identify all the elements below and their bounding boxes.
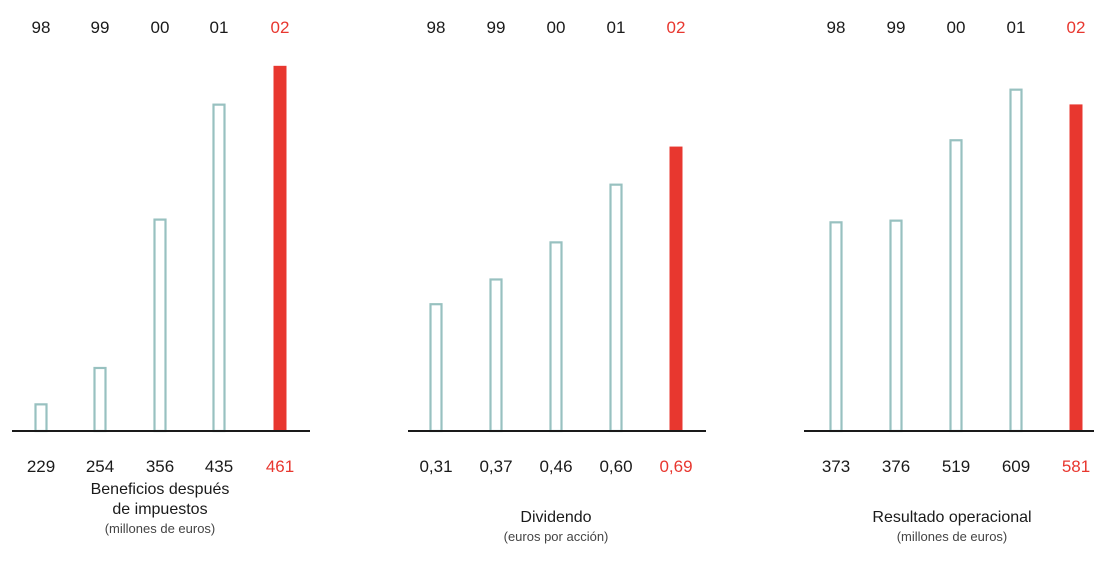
chart-1-value-label-00: 356 xyxy=(146,457,174,476)
chart-1-value-label-98: 229 xyxy=(27,457,55,476)
chart-2-year-label-00: 00 xyxy=(547,18,566,37)
chart-3-bar-01 xyxy=(1009,88,1023,433)
caption-2-title: Dividendo xyxy=(520,509,592,526)
chart-3-year-label-02: 02 xyxy=(1067,18,1086,37)
chart-2-bar-02 xyxy=(669,146,683,432)
chart-2-year-label-02: 02 xyxy=(667,18,686,37)
chart-1-year-label-98: 98 xyxy=(32,18,51,37)
chart-3-value-label-00: 519 xyxy=(942,457,970,476)
chart-3-year-label-98: 98 xyxy=(827,18,846,37)
caption-2-subtitle: (euros por acción) xyxy=(503,529,609,544)
chart-2-value-label-02: 0,69 xyxy=(659,457,692,476)
caption-1-title-line2: de impuestos xyxy=(112,501,208,518)
chart-1-bar-00 xyxy=(153,218,167,433)
chart-2-value-label-99: 0,37 xyxy=(479,457,512,476)
chart-2-value-label-98: 0,31 xyxy=(419,457,452,476)
chart-2-bar-01 xyxy=(609,183,623,433)
caption-3-title: Resultado operacional xyxy=(872,509,1032,526)
chart-3-value-label-02: 581 xyxy=(1062,457,1090,476)
caption-1-subtitle: (millones de euros) xyxy=(104,521,216,536)
caption-3-subtitle: (millones de euros) xyxy=(896,529,1008,544)
chart-2-value-label-01: 0,60 xyxy=(599,457,632,476)
chart-1-year-label-99: 99 xyxy=(91,18,110,37)
chart-3-bar-02 xyxy=(1069,104,1083,431)
chart-2-year-label-01: 01 xyxy=(607,18,626,37)
chart-2-year-label-99: 99 xyxy=(487,18,506,37)
chart-1-value-label-99: 254 xyxy=(86,457,114,476)
chart-3-bar-98 xyxy=(829,221,843,433)
chart-3-value-label-98: 373 xyxy=(822,457,850,476)
chart-1-value-label-02: 461 xyxy=(266,457,294,476)
chart-1-bar-02 xyxy=(273,65,287,431)
caption-1: Beneficios después de impuestos (millone… xyxy=(30,480,290,538)
chart-3-year-label-01: 01 xyxy=(1007,18,1026,37)
chart-2-bar-00 xyxy=(549,241,563,433)
caption-2: Dividendo (euros por acción) xyxy=(426,508,686,546)
chart-2-value-label-00: 0,46 xyxy=(539,457,572,476)
chart-1-value-label-01: 435 xyxy=(205,457,233,476)
chart-3-year-label-99: 99 xyxy=(887,18,906,37)
chart-3-value-label-99: 376 xyxy=(882,457,910,476)
chart-3-value-label-01: 609 xyxy=(1002,457,1030,476)
chart-3-bar-00 xyxy=(949,139,963,433)
chart-1-bar-01 xyxy=(212,103,226,433)
chart-2-bar-98 xyxy=(429,303,443,433)
caption-3: Resultado operacional (millones de euros… xyxy=(822,508,1082,546)
chart-1-bar-98 xyxy=(34,403,48,433)
chart-1-bar-99 xyxy=(93,366,107,433)
chart-1-year-label-00: 00 xyxy=(151,18,170,37)
chart-3-year-label-00: 00 xyxy=(947,18,966,37)
chart-2-bar-99 xyxy=(489,278,503,433)
chart-1-year-label-02: 02 xyxy=(271,18,290,37)
chart-2-year-label-98: 98 xyxy=(427,18,446,37)
caption-1-title-line1: Beneficios después xyxy=(90,481,230,498)
chart-3-bar-99 xyxy=(889,219,903,433)
chart-1-year-label-01: 01 xyxy=(210,18,229,37)
